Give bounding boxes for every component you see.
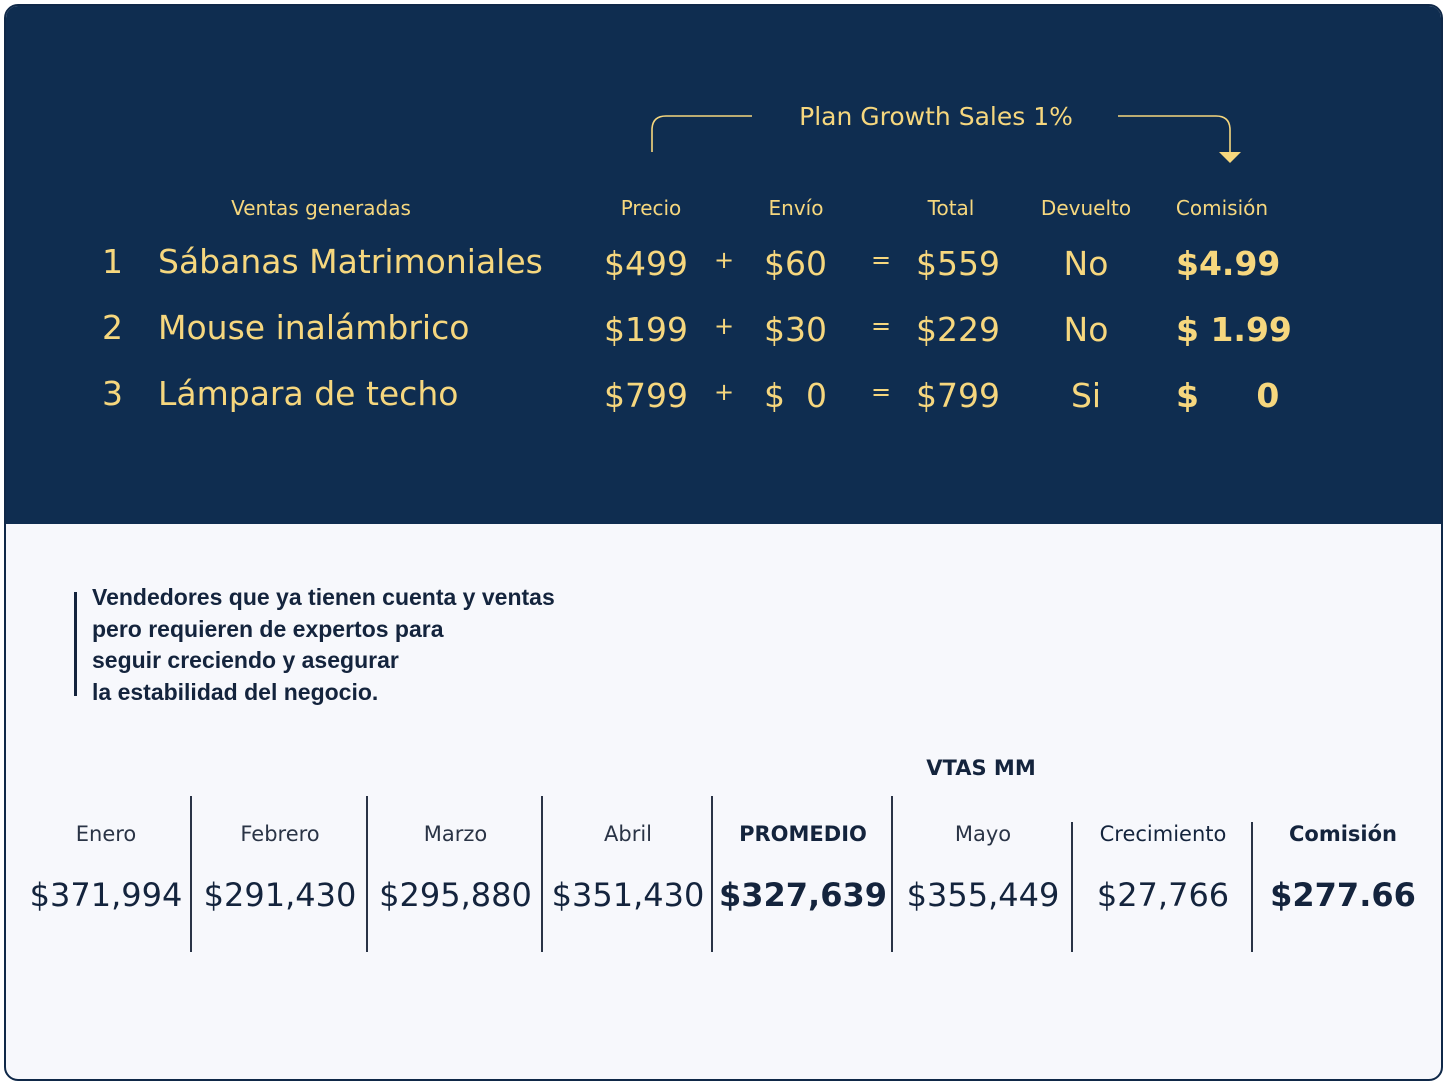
- arrow-down-icon: [1219, 152, 1241, 163]
- month-label: Marzo: [423, 822, 488, 846]
- row-total: $559: [916, 244, 1000, 283]
- row-product: Lámpara de techo: [158, 374, 459, 413]
- row-plus: +: [714, 312, 735, 340]
- header-devuelto: Devuelto: [1040, 196, 1132, 220]
- row-total: $229: [916, 310, 1000, 349]
- row-devuelto: No: [1063, 310, 1109, 349]
- row-precio: $199: [604, 310, 688, 349]
- row-number: 1: [102, 242, 123, 281]
- column-divider: [1071, 822, 1073, 952]
- bracket-left-line: [651, 115, 752, 152]
- column-divider: [541, 796, 543, 952]
- header-ventas: Ventas generadas: [231, 196, 411, 220]
- month-label: PROMEDIO: [739, 822, 867, 846]
- row-equals: =: [871, 246, 892, 274]
- row-total: $799: [916, 376, 1000, 415]
- month-label: Febrero: [240, 822, 320, 846]
- month-label: Abril: [604, 822, 652, 846]
- month-value: $27,766: [1096, 876, 1230, 914]
- column-divider: [1251, 822, 1253, 952]
- month-value: $355,449: [906, 876, 1060, 914]
- column-divider: [711, 796, 713, 952]
- header-precio: Precio: [620, 196, 682, 220]
- plan-title: Plan Growth Sales 1%: [799, 102, 1073, 131]
- note-line: pero requieren de expertos para: [92, 615, 444, 642]
- row-comision: $ 1.99: [1176, 310, 1292, 349]
- row-devuelto: Si: [1070, 376, 1102, 415]
- row-number: 3: [102, 374, 123, 413]
- row-comision: $4.99: [1176, 244, 1281, 283]
- row-plus: +: [714, 378, 735, 406]
- vtas-mm-label: VTAS MM: [926, 756, 1036, 780]
- month-label: Mayo: [954, 822, 1012, 846]
- commission-panel: Plan Growth Sales 1% Ventas generadas Pr…: [6, 6, 1441, 524]
- month-value: $371,994: [29, 876, 183, 914]
- bracket-right-line: [1118, 115, 1231, 152]
- row-product: Mouse inalámbrico: [158, 308, 470, 347]
- month-value: $277.66: [1270, 876, 1416, 914]
- note-line: Vendedores que ya tienen cuenta y ventas: [92, 584, 555, 610]
- column-divider: [190, 796, 192, 952]
- note-text: Vendedores que ya tienen cuenta y ventas…: [92, 582, 555, 708]
- row-plus: +: [714, 246, 735, 274]
- month-value: $351,430: [551, 876, 705, 914]
- row-envio: $60: [764, 244, 827, 283]
- row-envio: $ 0: [764, 376, 827, 415]
- row-envio: $30: [764, 310, 827, 349]
- month-label: Enero: [75, 822, 137, 846]
- note-line: seguir creciendo y asegurar: [92, 647, 399, 673]
- row-precio: $799: [604, 376, 688, 415]
- column-divider: [891, 796, 893, 952]
- row-equals: =: [871, 312, 892, 340]
- row-comision: $ 0: [1176, 376, 1280, 415]
- card-frame: Plan Growth Sales 1% Ventas generadas Pr…: [4, 4, 1443, 1081]
- month-value: $327,639: [718, 876, 887, 914]
- row-devuelto: No: [1063, 244, 1109, 283]
- header-comision: Comisión: [1175, 196, 1269, 220]
- month-value: $295,880: [379, 876, 532, 914]
- header-envio: Envío: [768, 196, 824, 220]
- row-equals: =: [871, 378, 892, 406]
- month-value: $291,430: [203, 876, 357, 914]
- month-label: Comisión: [1289, 822, 1397, 846]
- plan-bracket: [651, 115, 1241, 163]
- row-precio: $499: [604, 244, 688, 283]
- row-product: Sábanas Matrimoniales: [158, 242, 543, 281]
- note-accent-bar: [74, 592, 77, 696]
- note-line: la estabilidad del negocio.: [92, 678, 379, 705]
- header-total: Total: [927, 196, 975, 220]
- row-number: 2: [102, 308, 123, 347]
- month-label: Crecimiento: [1099, 822, 1227, 846]
- column-divider: [366, 796, 368, 952]
